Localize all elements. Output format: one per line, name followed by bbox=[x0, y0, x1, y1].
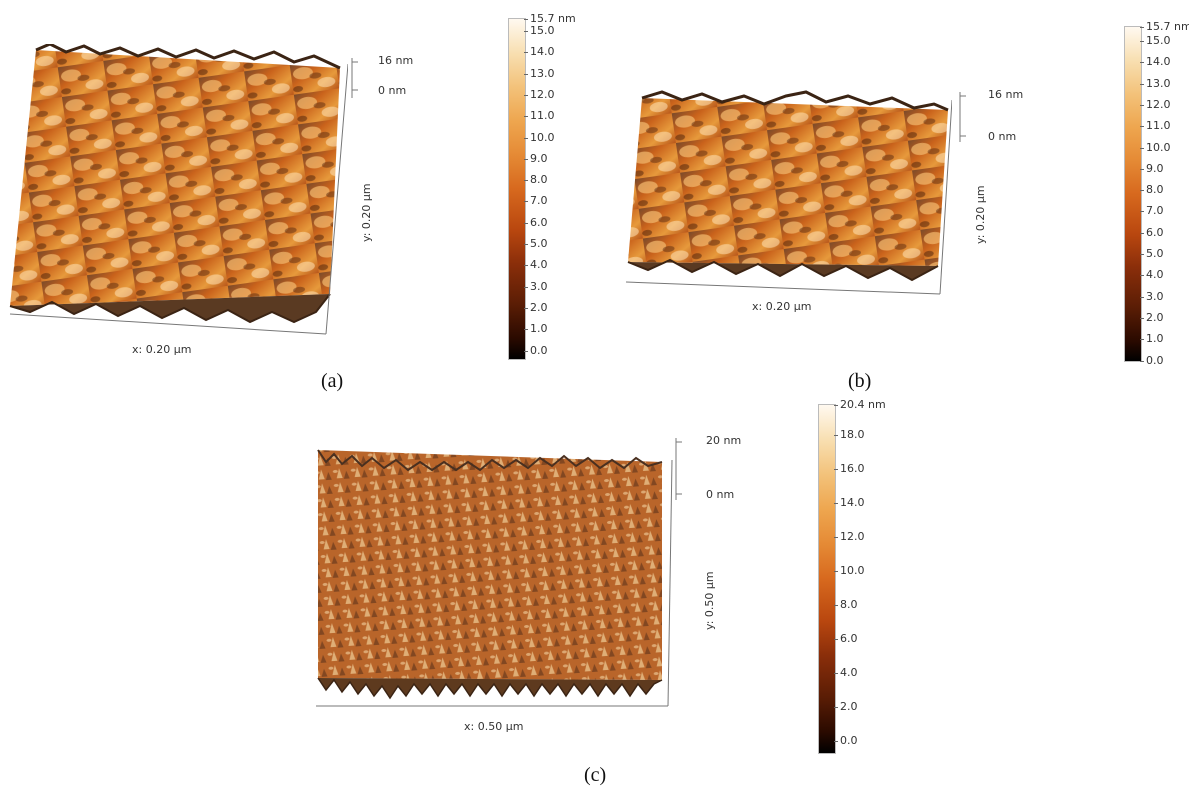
colorbar-tick: 6.0 bbox=[1140, 225, 1164, 239]
caption-c: (c) bbox=[584, 764, 607, 786]
z-zero-label-c: 0 nm bbox=[706, 488, 735, 501]
y-axis-label-c: y: 0.50 µm bbox=[703, 571, 716, 630]
x-axis-label-c: x: 0.50 µm bbox=[464, 720, 524, 733]
caption-b: (b) bbox=[848, 370, 872, 392]
y-axis-label-b: y: 0.20 µm bbox=[974, 185, 987, 244]
colorbar-tick: 5.0 bbox=[524, 237, 548, 250]
colorbar-tick: 8.0 bbox=[834, 598, 858, 611]
colorbar-max-a: 15.7 nm bbox=[524, 12, 576, 25]
z-top-label-a: 16 nm bbox=[378, 54, 414, 67]
colorbar-tick: 2.0 bbox=[834, 700, 858, 713]
colorbar-tick: 3.0 bbox=[1140, 289, 1164, 303]
colorbar-tick: 12.0 bbox=[524, 87, 555, 101]
colorbar-tick: 7.0 bbox=[1140, 204, 1164, 218]
colorbar-tick: 15.0 bbox=[524, 24, 555, 37]
x-axis-label-b: x: 0.20 µm bbox=[752, 300, 812, 313]
afm-surface-c bbox=[316, 449, 673, 707]
colorbar-gradient-a bbox=[508, 18, 526, 360]
colorbar-tick: 9.0 bbox=[524, 151, 548, 165]
colorbar-tick: 10.0 bbox=[524, 130, 555, 144]
colorbar-tick: 6.0 bbox=[524, 215, 548, 229]
colorbar-tick: 4.0 bbox=[834, 666, 858, 679]
colorbar-tick: 12.0 bbox=[834, 530, 865, 543]
z-axis-b bbox=[959, 92, 966, 142]
colorbar-tick: 0.0 bbox=[524, 343, 548, 357]
colorbar-tick: 16.0 bbox=[834, 462, 865, 475]
colorbar-tick: 11.0 bbox=[1140, 119, 1171, 133]
colorbar-tick: 5.0 bbox=[1140, 247, 1164, 260]
z-axis-a bbox=[351, 58, 358, 98]
colorbar-gradient-b bbox=[1124, 26, 1142, 362]
colorbar-tick: 6.0 bbox=[834, 632, 858, 645]
colorbar-max-b: 15.7 nm bbox=[1140, 20, 1189, 33]
x-axis-label-a: x: 0.20 µm bbox=[132, 343, 192, 356]
colorbar-gradient-c bbox=[818, 404, 836, 754]
colorbar-max-c: 20.4 nm bbox=[834, 398, 886, 411]
colorbar-tick: 9.0 bbox=[1140, 161, 1164, 175]
colorbar-tick: 14.0 bbox=[524, 45, 555, 59]
colorbar-tick: 1.0 bbox=[524, 322, 548, 336]
colorbar-tick: 15.0 bbox=[1140, 34, 1171, 47]
colorbar-tick: 2.0 bbox=[524, 300, 548, 314]
colorbar-tick: 10.0 bbox=[1140, 140, 1171, 154]
z-zero-label-a: 0 nm bbox=[378, 84, 407, 97]
colorbar-tick: 14.0 bbox=[1140, 55, 1171, 69]
colorbar-tick: 11.0 bbox=[524, 109, 555, 123]
colorbar-tick: 3.0 bbox=[524, 279, 548, 293]
colorbar-tick: 14.0 bbox=[834, 496, 865, 509]
y-axis-label-a: y: 0.20 µm bbox=[360, 183, 373, 242]
colorbar-tick: 2.0 bbox=[1140, 310, 1164, 324]
z-zero-label-b: 0 nm bbox=[988, 130, 1017, 143]
afm-surface-b bbox=[625, 90, 952, 295]
z-axis-c bbox=[675, 438, 682, 500]
caption-a: (a) bbox=[321, 370, 344, 392]
colorbar-tick: 0.0 bbox=[1140, 353, 1164, 367]
colorbar-tick: 18.0 bbox=[834, 428, 865, 441]
colorbar-tick: 1.0 bbox=[1140, 332, 1164, 346]
colorbar-tick: 13.0 bbox=[1140, 76, 1171, 90]
colorbar-tick: 10.0 bbox=[834, 564, 865, 577]
colorbar-tick: 4.0 bbox=[1140, 268, 1164, 282]
colorbar-tick: 12.0 bbox=[1140, 97, 1171, 111]
colorbar-tick: 8.0 bbox=[1140, 183, 1164, 197]
colorbar-tick: 4.0 bbox=[524, 258, 548, 272]
colorbar-tick: 13.0 bbox=[524, 66, 555, 80]
z-top-label-b: 16 nm bbox=[988, 88, 1024, 101]
colorbar-tick: 7.0 bbox=[524, 194, 548, 208]
colorbar-tick: 8.0 bbox=[524, 173, 548, 187]
colorbar-tick: 0.0 bbox=[834, 734, 858, 747]
afm-surface-a bbox=[9, 44, 348, 335]
z-top-label-c: 20 nm bbox=[706, 434, 742, 447]
